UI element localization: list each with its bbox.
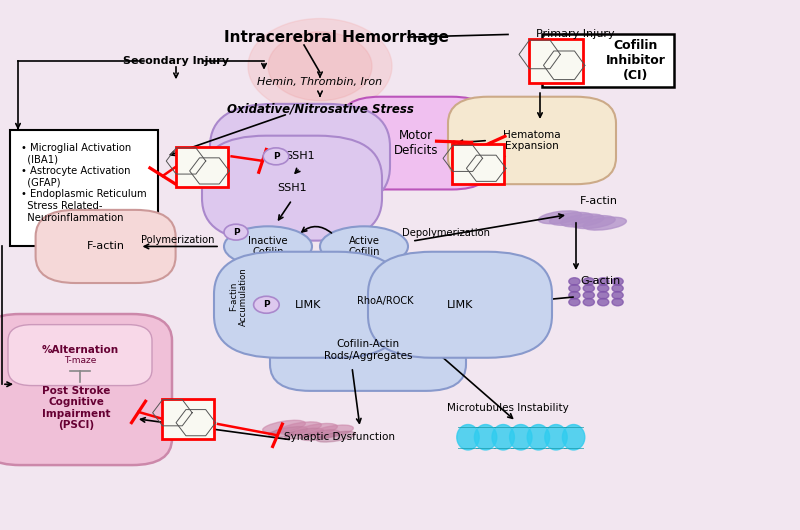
Text: Depolymerization: Depolymerization: [402, 228, 490, 238]
Text: Active: Active: [349, 236, 379, 246]
Ellipse shape: [550, 213, 593, 225]
Circle shape: [32, 148, 152, 228]
Text: Secondary Injury: Secondary Injury: [123, 56, 229, 66]
FancyBboxPatch shape: [529, 39, 583, 83]
Ellipse shape: [572, 216, 615, 228]
Ellipse shape: [583, 217, 626, 230]
Text: Motor
Deficits: Motor Deficits: [394, 129, 438, 157]
Text: Cofilin: Cofilin: [252, 247, 284, 257]
Circle shape: [612, 292, 623, 299]
Ellipse shape: [457, 425, 479, 450]
Text: SSH1: SSH1: [277, 183, 307, 193]
Circle shape: [612, 278, 623, 285]
Text: Inactive: Inactive: [248, 236, 288, 246]
Circle shape: [248, 19, 392, 114]
Circle shape: [263, 148, 289, 165]
Text: Microtubules Instability: Microtubules Instability: [447, 403, 569, 413]
Text: G-actin: G-actin: [580, 276, 620, 286]
FancyBboxPatch shape: [270, 308, 466, 391]
FancyBboxPatch shape: [453, 145, 505, 184]
Text: Hematoma
Expansion: Hematoma Expansion: [503, 130, 561, 151]
FancyBboxPatch shape: [36, 210, 175, 283]
Circle shape: [254, 296, 279, 313]
Text: Hemin, Thrombin, Iron: Hemin, Thrombin, Iron: [258, 77, 382, 87]
Text: Post Stroke
Cognitive
Impairment
(PSCI): Post Stroke Cognitive Impairment (PSCI): [42, 386, 110, 430]
Text: Synaptic Dysfunction: Synaptic Dysfunction: [285, 432, 395, 442]
Text: SSH1: SSH1: [285, 152, 315, 161]
FancyBboxPatch shape: [202, 136, 382, 241]
FancyBboxPatch shape: [340, 97, 492, 190]
Text: P: P: [273, 152, 279, 161]
FancyBboxPatch shape: [214, 252, 402, 358]
FancyBboxPatch shape: [542, 34, 674, 87]
Ellipse shape: [561, 214, 604, 227]
Text: T-maze: T-maze: [64, 356, 96, 365]
Ellipse shape: [545, 425, 567, 450]
FancyBboxPatch shape: [0, 314, 172, 465]
Text: Cofilin-Actin
Rods/Aggregates: Cofilin-Actin Rods/Aggregates: [324, 339, 412, 360]
Circle shape: [583, 292, 594, 299]
Text: Cofilin
Inhibitor
(CI): Cofilin Inhibitor (CI): [606, 39, 666, 83]
Circle shape: [598, 298, 609, 306]
Ellipse shape: [510, 425, 532, 450]
Text: F-actin
Accumulation: F-actin Accumulation: [229, 268, 248, 326]
Text: LIMK: LIMK: [295, 300, 321, 310]
Text: Oxidative/Nitrosative Stress: Oxidative/Nitrosative Stress: [226, 102, 414, 115]
Circle shape: [612, 298, 623, 306]
Text: • Microglial Activation
  (IBA1)
• Astrocyte Activation
  (GFAP)
• Endoplasmic R: • Microglial Activation (IBA1) • Astrocy…: [21, 143, 147, 223]
Circle shape: [583, 298, 594, 306]
Ellipse shape: [538, 211, 582, 224]
Text: Polymerization: Polymerization: [141, 235, 214, 244]
Text: %Alternation: %Alternation: [42, 345, 118, 355]
Text: RhoA/ROCK: RhoA/ROCK: [358, 296, 414, 305]
Text: P: P: [233, 228, 239, 236]
Ellipse shape: [320, 226, 408, 267]
Text: F-actin: F-actin: [86, 242, 125, 251]
Text: F-actin: F-actin: [580, 197, 618, 206]
Ellipse shape: [474, 425, 497, 450]
Ellipse shape: [224, 226, 312, 267]
Ellipse shape: [301, 430, 339, 440]
Text: LIMK: LIMK: [447, 300, 473, 310]
Ellipse shape: [562, 425, 585, 450]
Text: Intracerebral Hemorrhage: Intracerebral Hemorrhage: [223, 30, 449, 45]
FancyBboxPatch shape: [176, 147, 227, 187]
Circle shape: [268, 32, 372, 101]
Circle shape: [569, 278, 580, 285]
Text: P: P: [263, 301, 270, 309]
Ellipse shape: [285, 428, 323, 439]
FancyBboxPatch shape: [368, 252, 552, 358]
Text: Cofilin: Cofilin: [348, 247, 380, 257]
Ellipse shape: [310, 425, 354, 438]
Circle shape: [569, 285, 580, 292]
Ellipse shape: [294, 423, 338, 436]
Circle shape: [583, 285, 594, 292]
Ellipse shape: [262, 420, 306, 433]
Ellipse shape: [278, 422, 322, 435]
Circle shape: [598, 278, 609, 285]
Circle shape: [612, 285, 623, 292]
Circle shape: [583, 278, 594, 285]
FancyBboxPatch shape: [10, 130, 158, 246]
Ellipse shape: [492, 425, 514, 450]
Circle shape: [52, 162, 132, 215]
Ellipse shape: [317, 431, 355, 442]
Circle shape: [598, 285, 609, 292]
FancyBboxPatch shape: [448, 96, 616, 184]
FancyBboxPatch shape: [8, 324, 152, 386]
Text: Primary Injury: Primary Injury: [536, 30, 614, 39]
FancyBboxPatch shape: [162, 399, 214, 439]
FancyBboxPatch shape: [210, 104, 390, 209]
Circle shape: [598, 292, 609, 299]
Ellipse shape: [269, 427, 307, 437]
Circle shape: [224, 224, 248, 240]
Circle shape: [569, 298, 580, 306]
Ellipse shape: [527, 425, 550, 450]
Circle shape: [569, 292, 580, 299]
